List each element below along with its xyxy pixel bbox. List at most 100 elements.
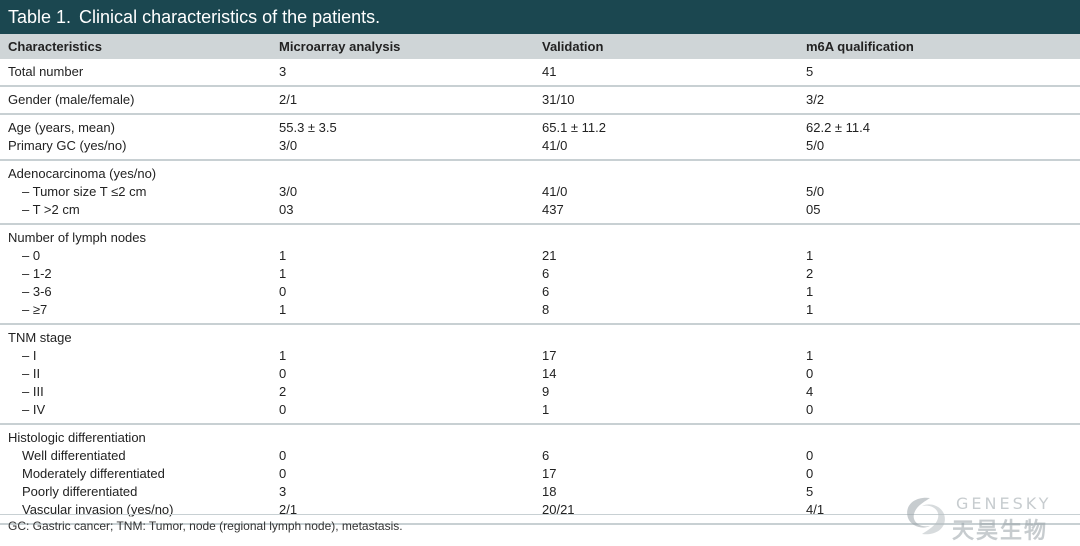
- cell-value: 17: [542, 348, 557, 363]
- watermark-latin: GENESKY: [956, 494, 1052, 513]
- row-label: – 0: [22, 248, 41, 263]
- cell-value: 6: [542, 284, 550, 299]
- cell-value: 6: [542, 266, 550, 281]
- value-cell: 1 1 0 1: [271, 224, 534, 324]
- value-cell: 0 0 5 4/1: [798, 424, 1080, 524]
- row-group: TNM stage – I – II – III – IV 1 0 2 0 17 14 9 1 1 0 4 0: [0, 324, 1080, 424]
- row-label: Histologic differentiation: [8, 430, 146, 445]
- table-row: Number of lymph nodes – 0– 1-2– 3-6– ≥7 1 1…: [0, 224, 1080, 324]
- cell-value: 0: [279, 448, 287, 463]
- cell-value: [279, 165, 534, 183]
- cell-value: 1: [279, 266, 287, 281]
- row-label: – T >2 cm: [22, 202, 80, 217]
- cell-value: 3: [279, 64, 287, 79]
- cell-value: 3: [279, 484, 287, 499]
- value-cell: 1 2 1 1: [798, 224, 1080, 324]
- row-label: Primary GC (yes/no): [8, 138, 127, 153]
- row-label: Moderately differentiated: [22, 466, 165, 481]
- cell-value: 55.3 ± 3.5: [279, 120, 337, 135]
- value-cell: 3: [271, 59, 534, 86]
- row-label: Adenocarcinoma (yes/no): [8, 166, 157, 181]
- cell-value: 3/2: [806, 92, 825, 107]
- cell-value: 2: [279, 384, 287, 399]
- row-label: Gender (male/female): [8, 92, 135, 107]
- row-label: TNM stage: [8, 330, 72, 345]
- value-cell: 0 0 3 2/1: [271, 424, 534, 524]
- row-label: – II: [22, 366, 41, 381]
- cell-value: 03: [279, 202, 294, 217]
- cell-value: 6: [542, 448, 550, 463]
- value-cell: 5/0 05: [798, 160, 1080, 224]
- cell-value: 5: [806, 64, 814, 79]
- value-cell: 1 0 2 0: [271, 324, 534, 424]
- cell-value: 65.1 ± 11.2: [542, 120, 606, 135]
- row-group: Histologic differentiation Well different…: [0, 424, 1080, 524]
- cell-value: 9: [542, 384, 550, 399]
- characteristic-cell: TNM stage – I – II – III – IV: [0, 324, 271, 424]
- cell-value: 1: [542, 402, 550, 417]
- cell-value: 8: [542, 302, 550, 317]
- table-row: Adenocarcinoma (yes/no) – Tumor size T ≤2…: [0, 160, 1080, 224]
- cell-value: [542, 165, 798, 183]
- genesky-logo-icon: [907, 497, 945, 535]
- clinical-characteristics-table: Characteristics Microarray analysis Vali…: [0, 34, 1080, 525]
- value-cell: 1 0 4 0: [798, 324, 1080, 424]
- cell-value: [542, 329, 798, 347]
- cell-value: 0: [279, 402, 287, 417]
- value-cell: 62.2 ± 11.4 5/0: [798, 114, 1080, 160]
- cell-value: [279, 229, 534, 247]
- value-cell: 65.1 ± 11.2 41/0: [534, 114, 798, 160]
- cell-value: [806, 229, 1080, 247]
- cell-value: 2: [806, 266, 814, 281]
- cell-value: 1: [806, 348, 814, 363]
- cell-value: 1: [279, 248, 287, 263]
- cell-value: 3/0: [279, 184, 298, 199]
- table-row: TNM stage – I – II – III – IV 1 0 2 0 17 14 9 1 1 0 4 0: [0, 324, 1080, 424]
- table-row: Histologic differentiation Well different…: [0, 424, 1080, 524]
- cell-value: 5: [806, 484, 814, 499]
- row-label: – IV: [22, 402, 46, 417]
- cell-value: 4: [806, 384, 814, 399]
- characteristic-cell: Age (years, mean) Primary GC (yes/no): [0, 114, 271, 160]
- row-group: Number of lymph nodes – 0– 1-2– 3-6– ≥7 1 1…: [0, 224, 1080, 324]
- cell-value: 0: [279, 284, 287, 299]
- cell-value: 0: [806, 448, 814, 463]
- cell-value: 05: [806, 202, 821, 217]
- cell-value: 0: [279, 466, 287, 481]
- cell-value: 0: [806, 466, 814, 481]
- cell-value: [542, 229, 798, 247]
- value-cell: 5: [798, 59, 1080, 86]
- cell-value: 41/0: [542, 138, 568, 153]
- row-label: – I: [22, 348, 37, 363]
- cell-value: 1: [806, 248, 814, 263]
- table-row: Age (years, mean) Primary GC (yes/no) 55.3…: [0, 114, 1080, 160]
- table-number: Table 1.: [8, 7, 72, 27]
- cell-value: 31/10: [542, 92, 575, 107]
- value-cell: 6 17 18 20/21: [534, 424, 798, 524]
- cell-value: 1: [806, 302, 814, 317]
- cell-value: 41: [542, 64, 557, 79]
- value-cell: 3/0 03: [271, 160, 534, 224]
- value-cell: 41: [534, 59, 798, 86]
- characteristic-cell: Number of lymph nodes – 0 – 1-2 – 3-6 – ≥7: [0, 224, 271, 324]
- header-characteristics: Characteristics: [8, 39, 102, 54]
- table-row: Total number 3 41 5: [0, 59, 1080, 86]
- cell-value: 41/0: [542, 184, 568, 199]
- value-cell: 17 14 9 1: [534, 324, 798, 424]
- table-row: Gender (male/female) 2/1 31/10 3/2: [0, 86, 1080, 114]
- value-cell: 41/0 437: [534, 160, 798, 224]
- row-group: Total number 3 41 5: [0, 59, 1080, 86]
- table-title: Clinical characteristics of the patients…: [79, 7, 381, 27]
- cell-value: [279, 429, 534, 447]
- characteristic-cell: Total number: [0, 59, 271, 86]
- cell-value: [279, 329, 534, 347]
- header-m6a: m6A qualification: [806, 39, 914, 54]
- row-label: Age (years, mean): [8, 120, 115, 135]
- cell-value: 5/0: [806, 138, 825, 153]
- table-header: Characteristics Microarray analysis Vali…: [0, 34, 1080, 59]
- row-label: Well differentiated: [22, 448, 126, 463]
- value-cell: 3/2: [798, 86, 1080, 114]
- cell-value: 1: [279, 302, 287, 317]
- cell-value: 2/1: [279, 92, 298, 107]
- cell-value: 17: [542, 466, 557, 481]
